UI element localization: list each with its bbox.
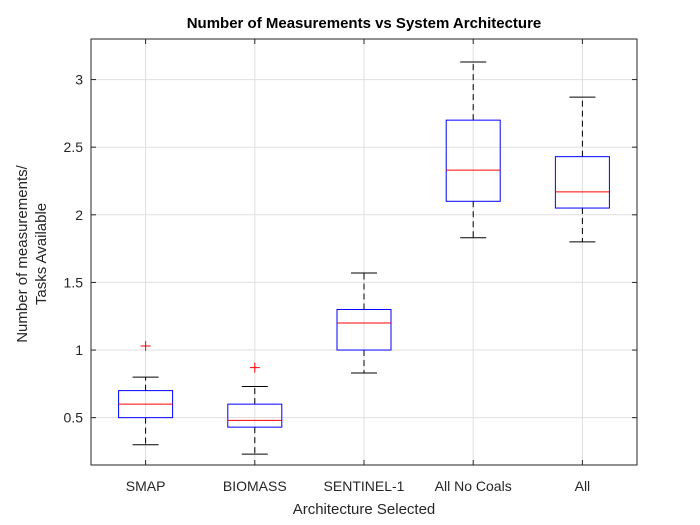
ticks-layer xyxy=(91,39,637,465)
box-group-smap xyxy=(118,340,174,446)
iqr-box xyxy=(445,119,501,202)
x-tick-label: All xyxy=(575,478,591,494)
x-tick-label: SMAP xyxy=(126,478,166,494)
y-tick-label: 2.5 xyxy=(64,139,84,155)
iqr-box xyxy=(336,308,392,351)
y-axis-label-line-2: Tasks Available xyxy=(33,203,50,305)
y-tick-label: 2 xyxy=(75,207,83,223)
x-tick-label: SENTINEL-1 xyxy=(324,478,405,494)
box-group-all xyxy=(554,96,610,243)
outlier-marker xyxy=(249,362,260,373)
y-tick-label: 3 xyxy=(75,72,83,88)
box-group-sentinel-1 xyxy=(336,272,392,374)
x-tick-label: BIOMASS xyxy=(223,478,287,494)
y-tick-label: 1 xyxy=(75,342,83,358)
chart-title: Number of Measurements vs System Archite… xyxy=(187,15,542,32)
box-group-all-no-coals xyxy=(445,61,501,239)
x-axis-label: Architecture Selected xyxy=(293,501,436,518)
outlier-marker xyxy=(140,340,151,351)
box-group-biomass xyxy=(227,362,283,455)
x-tick-label: All No Coals xyxy=(435,478,512,494)
labels-layer: 0.5 1 1.5 2 2.5 3 SMAP BIOMASS SENTINEL-1 All No … xyxy=(64,72,591,494)
y-tick-label: 0.5 xyxy=(64,410,84,426)
iqr-box xyxy=(554,156,610,209)
y-axis-label: Number of measurements/ Tasks Available xyxy=(14,164,50,342)
y-axis-label-line-1: Number of measurements/ xyxy=(14,164,31,342)
marks-layer xyxy=(118,61,610,455)
iqr-box xyxy=(227,403,283,428)
y-tick-label: 1.5 xyxy=(64,274,84,290)
